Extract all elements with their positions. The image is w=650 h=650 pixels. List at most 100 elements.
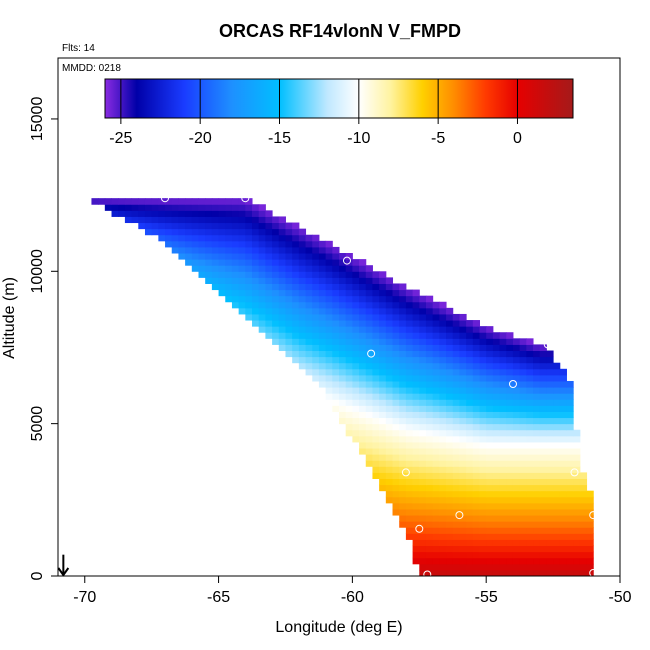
- heatmap-cell: [492, 460, 501, 467]
- heatmap-cell: [512, 563, 521, 571]
- heatmap-cell: [298, 362, 307, 370]
- heatmap-cell: [339, 362, 347, 370]
- heatmap-cell: [492, 539, 501, 547]
- y-tick-label: 10000: [29, 249, 46, 294]
- heatmap-cell: [412, 344, 420, 352]
- heatmap-cell: [365, 368, 373, 376]
- heatmap-cell: [566, 569, 574, 577]
- heatmap-cell: [158, 198, 166, 205]
- heatmap-cell: [466, 539, 474, 547]
- heatmap-cell: [305, 313, 313, 321]
- heatmap-cell: [526, 338, 534, 345]
- heatmap-cell: [365, 374, 373, 382]
- heatmap-cell: [392, 399, 400, 406]
- observation-point: [543, 340, 552, 349]
- heatmap-cell: [432, 539, 440, 547]
- heatmap-cell: [559, 502, 567, 510]
- heatmap-cell: [573, 478, 581, 486]
- heatmap-cell: [539, 405, 547, 412]
- heatmap-cell: [512, 411, 521, 419]
- heatmap-cell: [205, 234, 213, 242]
- heatmap-cell: [419, 362, 427, 370]
- heatmap-cell: [419, 320, 427, 327]
- heatmap-cell: [292, 234, 300, 242]
- heatmap-cell: [539, 539, 547, 547]
- heatmap-cell: [385, 466, 394, 473]
- heatmap-cell: [553, 557, 561, 565]
- heatmap-cell: [392, 502, 400, 510]
- heatmap-cell: [405, 515, 414, 522]
- heatmap-cell: [312, 295, 320, 303]
- heatmap-cell: [499, 429, 507, 437]
- heatmap-cell: [252, 289, 260, 297]
- heatmap-cell: [439, 515, 447, 522]
- heatmap-cell: [178, 253, 186, 260]
- heatmap-cell: [452, 460, 460, 467]
- heatmap-cell: [339, 338, 347, 345]
- heatmap-cell: [385, 472, 394, 479]
- heatmap-cell: [345, 393, 353, 400]
- heatmap-cell: [553, 478, 561, 486]
- heatmap-cell: [512, 515, 521, 522]
- heatmap-cell: [486, 508, 494, 516]
- heatmap-cell: [479, 429, 487, 437]
- heatmap-cell: [185, 259, 193, 266]
- heatmap-cell: [325, 387, 333, 394]
- heatmap-cell: [298, 259, 307, 266]
- heatmap-cell: [519, 527, 527, 534]
- heatmap-cell: [566, 393, 574, 400]
- heatmap-cell: [439, 448, 447, 455]
- heatmap-cell: [432, 399, 440, 406]
- heatmap-cell: [298, 307, 307, 315]
- heatmap-cell: [372, 271, 380, 278]
- heatmap-cell: [512, 502, 521, 510]
- heatmap-cell: [379, 454, 387, 461]
- heatmap-cell: [292, 350, 300, 358]
- heatmap-cell: [479, 405, 487, 412]
- heatmap-cell: [305, 246, 313, 254]
- heatmap-cell: [573, 435, 581, 443]
- heatmap-cell: [419, 429, 427, 437]
- heatmap-cell: [258, 265, 266, 272]
- heatmap-cell: [553, 502, 561, 510]
- heatmap-cell: [412, 374, 420, 382]
- heatmap-cell: [533, 393, 541, 400]
- heatmap-cell: [539, 362, 547, 370]
- heatmap-cell: [526, 490, 534, 498]
- heatmap-cell: [586, 557, 594, 565]
- heatmap-cell: [459, 435, 467, 443]
- heatmap-cell: [425, 399, 434, 406]
- heatmap-cell: [446, 320, 454, 327]
- heatmap-cell: [285, 344, 293, 352]
- heatmap-cell: [379, 271, 387, 278]
- heatmap-cell: [165, 204, 173, 211]
- heatmap-cell: [439, 429, 447, 437]
- heatmap-cell: [372, 350, 380, 358]
- heatmap-cell: [419, 478, 427, 486]
- heatmap-cell: [439, 320, 447, 327]
- heatmap-cell: [452, 380, 460, 388]
- heatmap-cell: [446, 490, 454, 498]
- heatmap-cell: [399, 466, 407, 473]
- heatmap-cell: [379, 356, 387, 364]
- heatmap-cell: [432, 380, 440, 388]
- heatmap-cell: [439, 508, 447, 516]
- heatmap-cell: [252, 204, 260, 211]
- heatmap-cell: [452, 350, 460, 358]
- heatmap-cell: [318, 271, 327, 278]
- heatmap-cell: [205, 265, 213, 272]
- heatmap-cell: [466, 472, 474, 479]
- heatmap-cell: [352, 271, 360, 278]
- heatmap-cell: [512, 362, 521, 370]
- heatmap-cell: [466, 496, 474, 504]
- heatmap-cell: [405, 356, 414, 364]
- heatmap-cell: [245, 240, 253, 248]
- heatmap-cell: [298, 240, 307, 248]
- heatmap-cell: [305, 362, 313, 370]
- heatmap-cell: [405, 393, 414, 400]
- heatmap-cell: [412, 320, 420, 327]
- heatmap-cell: [312, 320, 320, 327]
- heatmap-cell: [452, 515, 460, 522]
- heatmap-cell: [519, 411, 527, 419]
- heatmap-cell: [533, 362, 541, 370]
